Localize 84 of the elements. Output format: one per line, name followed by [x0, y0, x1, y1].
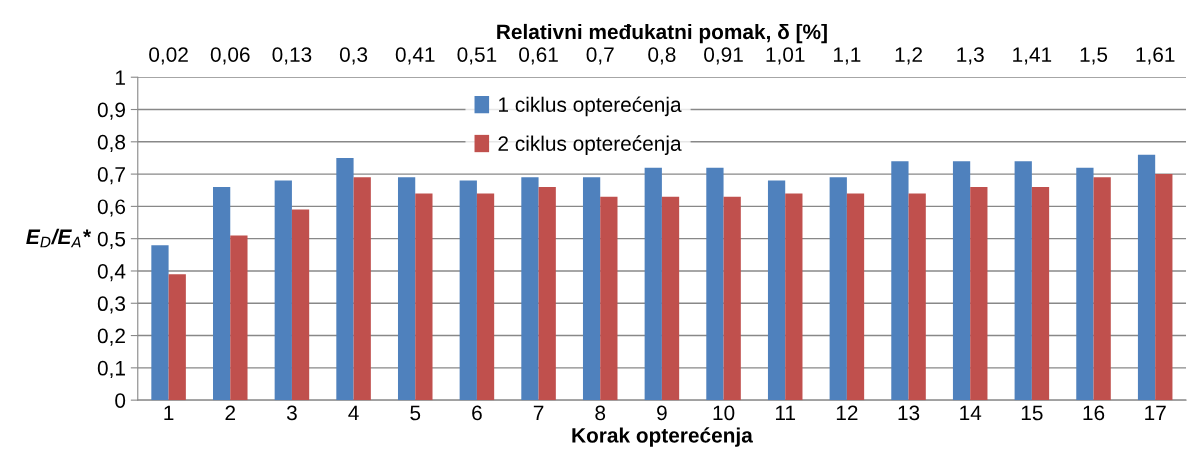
text: 0,06 — [210, 47, 250, 65]
bar — [785, 193, 803, 401]
bar — [767, 180, 786, 401]
bar — [723, 196, 741, 401]
x-tick-label: 16 — [1083, 405, 1105, 421]
bar — [353, 177, 371, 401]
bar — [521, 177, 539, 401]
bar — [1137, 154, 1156, 401]
text: 1,5 — [1080, 47, 1108, 65]
bar — [230, 235, 248, 401]
x-tick-label: 15 — [1021, 405, 1043, 421]
y-tick-label: 0,8 — [97, 134, 126, 153]
y-axis-title: E$_{D}$/E$_{A}$* — [26, 228, 92, 248]
bar — [476, 193, 495, 401]
legend-label: 1 ciklus opterećenja — [499, 96, 682, 117]
x-tick-label: 3 — [286, 405, 297, 421]
bar — [151, 245, 169, 401]
bar — [1155, 174, 1173, 401]
text: 0,91 — [704, 47, 743, 65]
x-tick-label: 14 — [960, 405, 982, 421]
bar — [291, 209, 310, 401]
text: 0,8 — [648, 47, 676, 65]
bar — [459, 180, 477, 401]
text: 0,3 — [339, 47, 368, 65]
text: 1,1 — [833, 47, 861, 65]
x-tick-label: 9 — [657, 405, 667, 421]
bar — [538, 187, 556, 401]
text: 0,13 — [272, 47, 312, 65]
bar — [168, 274, 186, 401]
text: 0,41 — [395, 47, 435, 65]
bar — [1014, 161, 1032, 401]
text: 1,61 — [1136, 47, 1175, 65]
y-tick-label: 0,3 — [97, 296, 126, 314]
x-axis-title: Korak opterećenja — [572, 427, 753, 447]
y-tick-label: 0,5 — [97, 231, 126, 249]
bar — [846, 193, 865, 401]
bar — [397, 177, 416, 401]
x2-axis-title: Relativni međukatni pomak, δ [%] — [497, 23, 827, 44]
x-tick-label: 12 — [836, 405, 858, 421]
bar — [600, 196, 618, 401]
text: 0,51 — [457, 47, 497, 65]
text: 1,3 — [957, 47, 984, 65]
y-tick-label: 0,2 — [97, 328, 125, 346]
bar — [829, 177, 847, 401]
x-tick-label: 17 — [1145, 405, 1166, 421]
text: 0,61 — [519, 47, 558, 65]
y-tick-label: 0,4 — [97, 263, 126, 282]
bar — [908, 193, 926, 401]
bar — [661, 196, 680, 401]
x-tick-label: 13 — [898, 405, 920, 421]
x-tick-label: 5 — [410, 405, 421, 421]
bar — [891, 161, 909, 401]
bar — [415, 193, 433, 401]
bar — [644, 167, 662, 401]
text: 0,02 — [149, 47, 188, 65]
x-tick-label: 4 — [348, 405, 359, 421]
bar — [1093, 177, 1111, 401]
y-tick-label: 0,7 — [97, 167, 125, 185]
x-tick-label: 1 — [164, 405, 174, 421]
y-tick-label: 1 — [115, 70, 125, 85]
bar — [582, 177, 601, 401]
y-tick-label: 0,1 — [97, 360, 125, 379]
text: 1,2 — [895, 47, 922, 65]
legend-label: 2 ciklus opterećenja — [498, 135, 682, 156]
text: 1,41 — [1013, 47, 1052, 65]
x-tick-label: 7 — [533, 405, 544, 421]
text: 0,7 — [586, 47, 614, 65]
x-tick-label: 8 — [595, 405, 606, 421]
bar — [1031, 187, 1050, 401]
bar — [213, 187, 231, 401]
bar — [706, 167, 724, 401]
bar — [336, 157, 354, 401]
y-tick-label: 0,9 — [97, 102, 125, 120]
x-tick-label: 10 — [713, 405, 735, 421]
bar — [952, 161, 971, 401]
bar — [1076, 167, 1094, 401]
y-tick-label: 0,6 — [97, 199, 126, 217]
x-tick-label: 11 — [775, 405, 796, 421]
x-tick-label: 2 — [225, 405, 236, 421]
bar — [274, 180, 292, 401]
text: 1,01 — [766, 47, 805, 65]
x-tick-label: 6 — [472, 405, 482, 421]
bar — [970, 187, 988, 401]
y-tick-label: 0 — [115, 393, 126, 408]
